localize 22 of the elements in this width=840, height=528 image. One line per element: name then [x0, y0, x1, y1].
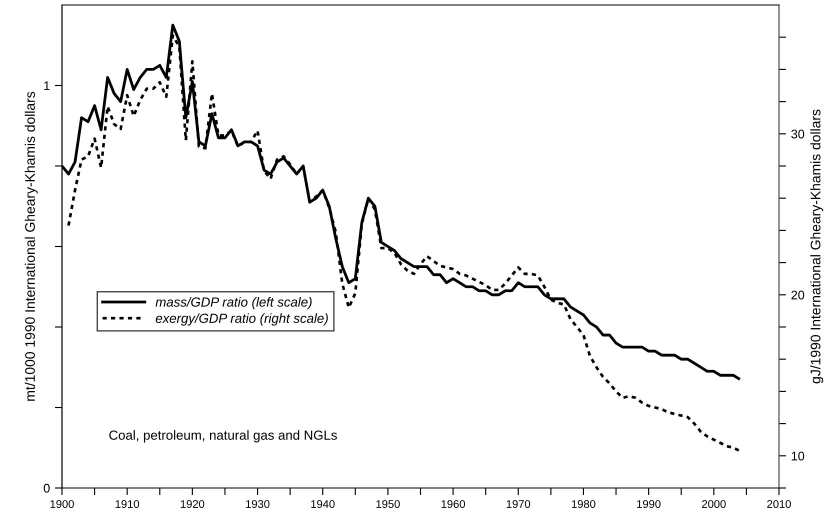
x-tick-label: 1960 [442, 500, 466, 508]
x-tick-label: 1900 [50, 500, 74, 508]
x-tick-label: 2010 [767, 500, 791, 508]
y2-tick-label: 10 [792, 452, 804, 460]
x-tick-label: 1940 [311, 500, 335, 508]
legend-label: exergy/GDP ratio (right scale) [156, 313, 328, 326]
y-tick-label: 0 [44, 484, 50, 493]
x-tick-label: 1930 [246, 500, 270, 508]
x-tick-label: 1920 [180, 500, 204, 508]
y2-tick-label: 20 [791, 290, 804, 300]
x-tick-label: 2000 [702, 500, 726, 508]
y-tick-label: 1 [44, 81, 50, 90]
y-axis-title: mt/1000 1990 International Gheary-Khamis dollars [24, 92, 38, 401]
y2-axis-title: gJ/1990 International Gheary-Khamis dollars [810, 110, 824, 384]
annotation: Coal, petroleum, natural gas and NGLs [109, 430, 337, 442]
x-tick-label: 1970 [506, 500, 530, 508]
x-tick-label: 1980 [572, 500, 596, 508]
x-tick-label: 1910 [116, 500, 140, 508]
x-tick-label: 1990 [637, 500, 661, 508]
legend-label: mass/GDP ratio (left scale) [156, 297, 312, 310]
x-tick-label: 1950 [376, 500, 400, 508]
y2-tick-label: 30 [791, 130, 804, 138]
